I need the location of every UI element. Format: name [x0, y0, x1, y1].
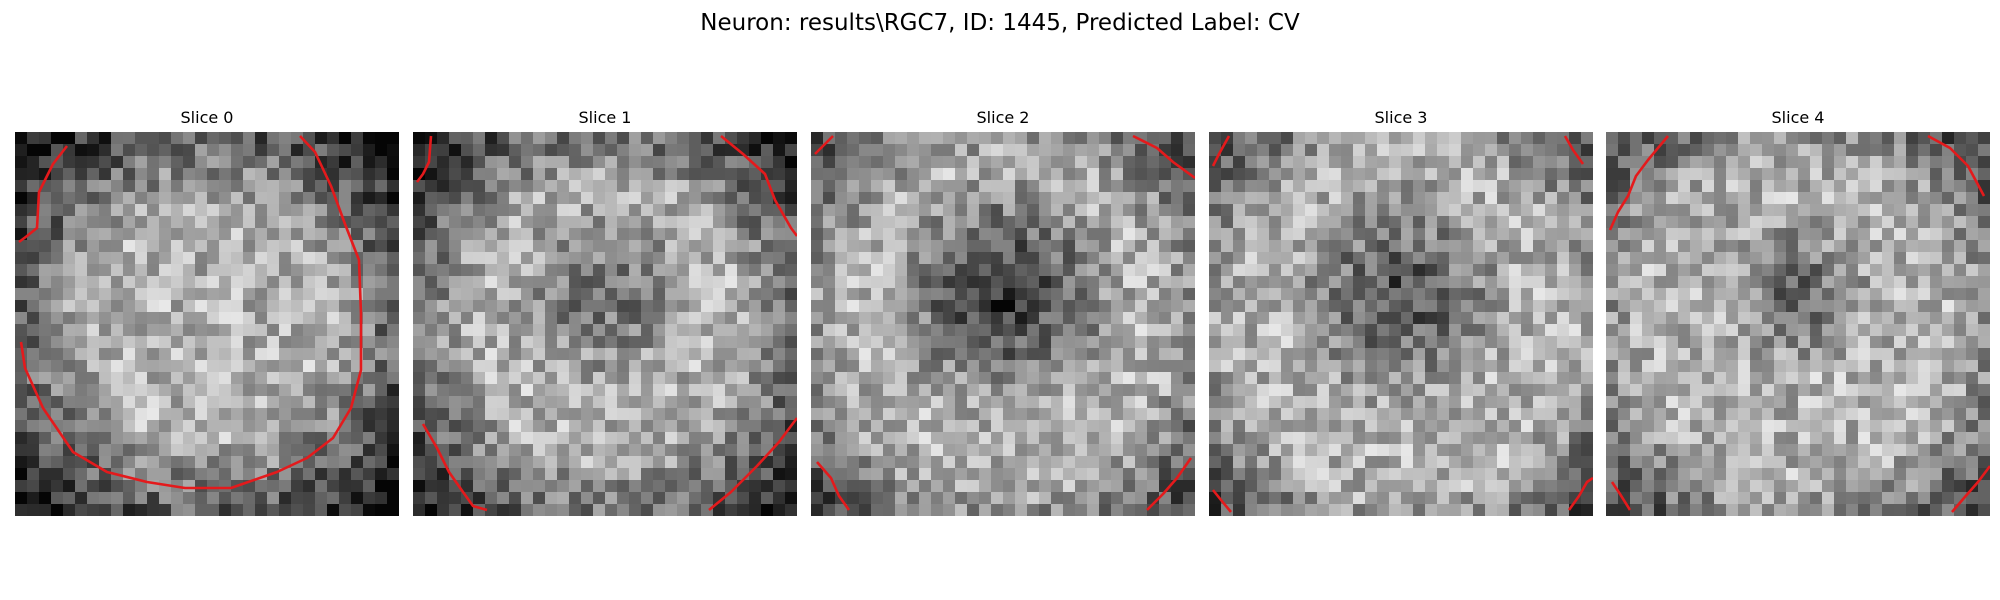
slice-title-2: Slice 2 — [976, 108, 1030, 127]
slice-image-4 — [1606, 132, 1990, 516]
slice-panel-3: Slice 3 — [1209, 108, 1593, 516]
contour-line — [421, 423, 488, 512]
slice-panel-1: Slice 1 — [413, 108, 797, 516]
contour-line — [1146, 457, 1193, 511]
contour-line — [1951, 465, 1990, 513]
slice-panel-4: Slice 4 — [1606, 108, 1990, 516]
contour-line — [720, 134, 797, 237]
slice-title-3: Slice 3 — [1374, 108, 1428, 127]
figure-title: Neuron: results\RGC7, ID: 1445, Predicte… — [700, 10, 1300, 36]
contour-line — [1608, 135, 1669, 231]
contour-line — [1927, 134, 1986, 197]
contour-line — [1563, 135, 1585, 165]
contour-line — [1211, 135, 1231, 167]
contour-line — [1610, 481, 1632, 511]
slice-title-1: Slice 1 — [578, 108, 632, 127]
contour-line — [18, 145, 69, 244]
slice-title-0: Slice 0 — [180, 108, 234, 127]
slice-title-4: Slice 4 — [1771, 108, 1825, 127]
contour-line — [708, 417, 797, 512]
contour-line — [1567, 476, 1593, 511]
slice-panel-0: Slice 0 — [15, 108, 399, 516]
contour-line — [415, 135, 433, 183]
contour-line — [1211, 489, 1232, 513]
contour-line — [814, 135, 834, 155]
contour-line — [19, 135, 363, 490]
slice-image-1 — [413, 132, 797, 516]
contour-line — [1132, 134, 1195, 180]
slice-image-3 — [1209, 132, 1593, 516]
contour-line — [816, 461, 851, 511]
slice-image-2 — [811, 132, 1195, 516]
slice-panel-2: Slice 2 — [811, 108, 1195, 516]
slice-image-0 — [15, 132, 399, 516]
